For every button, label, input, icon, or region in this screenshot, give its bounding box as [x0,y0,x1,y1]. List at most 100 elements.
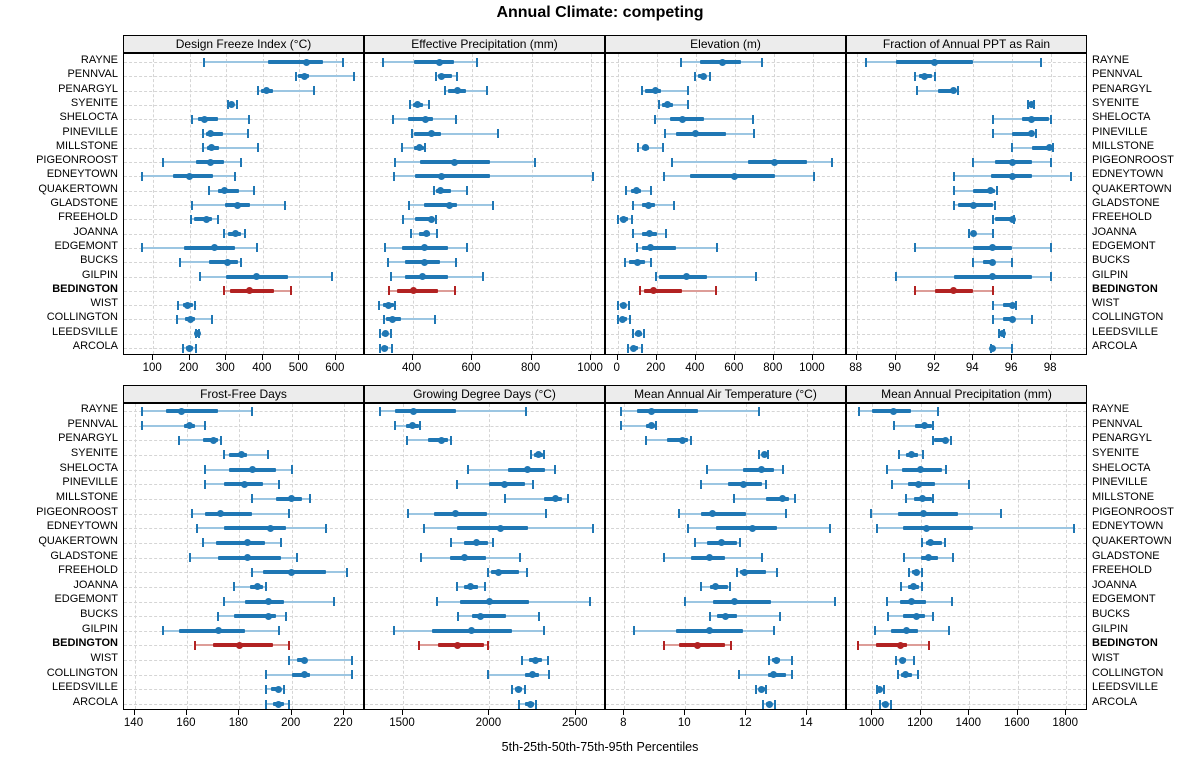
site-label-right: PIGEONROOST [1092,505,1174,518]
x-gridline [773,54,775,354]
median-dot [252,273,260,280]
median-dot [989,273,997,280]
median-dot [243,554,251,561]
whisker-5-95 [258,89,314,92]
whisker-cap [251,406,254,416]
iqr-bar-25-75 [1002,303,1014,308]
site-gridline [847,147,1086,149]
median-dot [438,72,445,80]
x-gridline [934,54,936,354]
site-label-right: QUAKERTOWN [1092,182,1172,195]
whisker-5-95 [641,89,689,92]
whisker-cap [739,538,742,548]
median-dot [211,244,219,252]
site-label-right: SHELOCTA [1092,111,1151,124]
whisker-cap [280,538,283,548]
median-dot [706,554,714,561]
site-gridline [847,572,1086,574]
panel-plot [123,53,364,355]
whisker-cap [886,611,889,621]
iqr-bar-25-75 [456,526,529,531]
whisker-cap [341,57,344,67]
site-gridline [365,425,604,427]
iqr-bar-25-75 [712,599,771,604]
whisker-cap [896,670,899,680]
whisker-cap [914,243,916,253]
whisker-cap [637,143,640,153]
site-gridline [606,454,845,456]
whisker-cap [728,582,731,592]
site-label-left: COLLINGTON [46,311,118,324]
site-label-left: EDNEYTOWN [46,168,118,181]
whisker-cap [393,626,396,636]
whisker-5-95 [769,659,793,661]
x-tick-label: 92 [927,362,940,374]
whisker-cap [632,200,635,210]
whisker-cap [222,597,225,606]
whisker-cap [714,286,717,296]
x-tick-mark [933,355,935,360]
site-label-right: RAYNE [1092,403,1130,415]
x-gridline [1017,404,1019,709]
median-dot [224,258,232,266]
median-dot [452,510,460,517]
x-tick-label: 1200 [907,717,933,729]
x-tick-mark [530,355,532,360]
site-label-left: SHELOCTA [59,111,118,124]
median-dot [706,627,714,635]
median-dot [921,422,928,430]
whisker-cap [196,523,199,533]
site-label-right: COLLINGTON [1092,311,1164,324]
x-tick-label: 160 [176,717,196,729]
whisker-cap [632,329,635,339]
x-tick-label: 88 [849,362,863,374]
whisker-cap [1069,171,1072,181]
whisker-cap [914,71,916,81]
whisker-cap [191,509,194,518]
median-dot [902,627,910,635]
iqr-bar-25-75 [209,260,238,265]
median-dot [217,510,225,517]
median-dot [421,244,428,252]
whisker-cap [993,200,996,210]
median-dot [187,315,194,323]
whisker-cap [455,257,457,267]
site-label-left: PINEVILLE [62,476,118,489]
site-gridline [124,440,363,442]
whisker-cap [219,435,222,445]
whisker-cap [936,406,939,416]
median-dot [551,495,559,503]
median-dot [758,685,766,693]
x-tick-label: 14 [799,717,813,729]
whisker-cap [933,71,936,81]
x-gridline [856,54,858,354]
whisker-cap [179,257,182,267]
whisker-5-95 [203,146,259,149]
x-gridline [531,54,533,354]
median-dot [650,287,658,295]
median-dot [238,451,246,459]
whisker-cap [1040,57,1043,67]
iqr-bar-25-75 [472,614,506,619]
whisker-cap [208,186,211,196]
site-gridline [365,119,604,121]
figure-title: Annual Climate: competing [496,4,704,21]
whisker-cap [883,684,886,694]
whisker-cap [432,186,435,196]
x-gridline [969,404,971,709]
whisker-cap [253,186,255,196]
median-dot [907,598,915,605]
site-gridline [847,498,1086,500]
median-dot [907,451,915,459]
whisker-cap [831,157,834,167]
median-dot [467,627,475,635]
whisker-cap [1030,314,1033,324]
whisker-cap [772,626,775,636]
x-gridline [134,404,136,709]
whisker-cap [387,257,390,267]
whisker-cap [905,494,908,504]
whisker-5-95 [894,424,933,427]
whisker-cap [542,450,545,460]
median-dot [918,495,926,503]
median-dot [648,407,656,415]
